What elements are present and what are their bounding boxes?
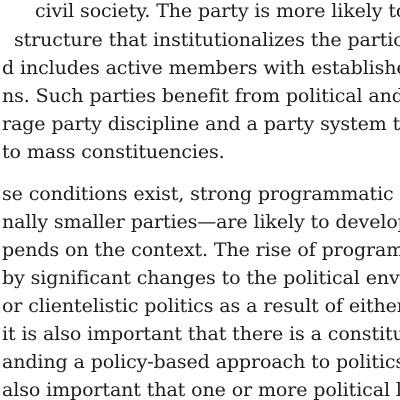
text-line: by significant changes to the political … <box>2 267 400 289</box>
text-line: also important that one or more politica… <box>2 379 400 400</box>
text-line: anding a policy-based approach to politi… <box>2 351 400 373</box>
text-line: se conditions exist, strong programmatic… <box>2 183 400 205</box>
text-line: ns. Such parties benefit from political … <box>2 85 400 107</box>
text-line: civil society. The party is more likely … <box>35 0 400 22</box>
text-line: d includes active members with establish… <box>2 57 400 79</box>
text-line: pends on the context. The rise of progra… <box>2 239 400 261</box>
text-line: or clientelistic politics as a result of… <box>2 295 400 317</box>
text-line: structure that institutionalizes the par… <box>14 29 400 51</box>
text-line: rage party discipline and a party system… <box>2 113 400 135</box>
text-line: to mass constituencies. <box>2 141 225 163</box>
text-line: it is also important that there is a con… <box>2 323 400 345</box>
text-line: nally smaller parties—are likely to deve… <box>2 211 400 233</box>
